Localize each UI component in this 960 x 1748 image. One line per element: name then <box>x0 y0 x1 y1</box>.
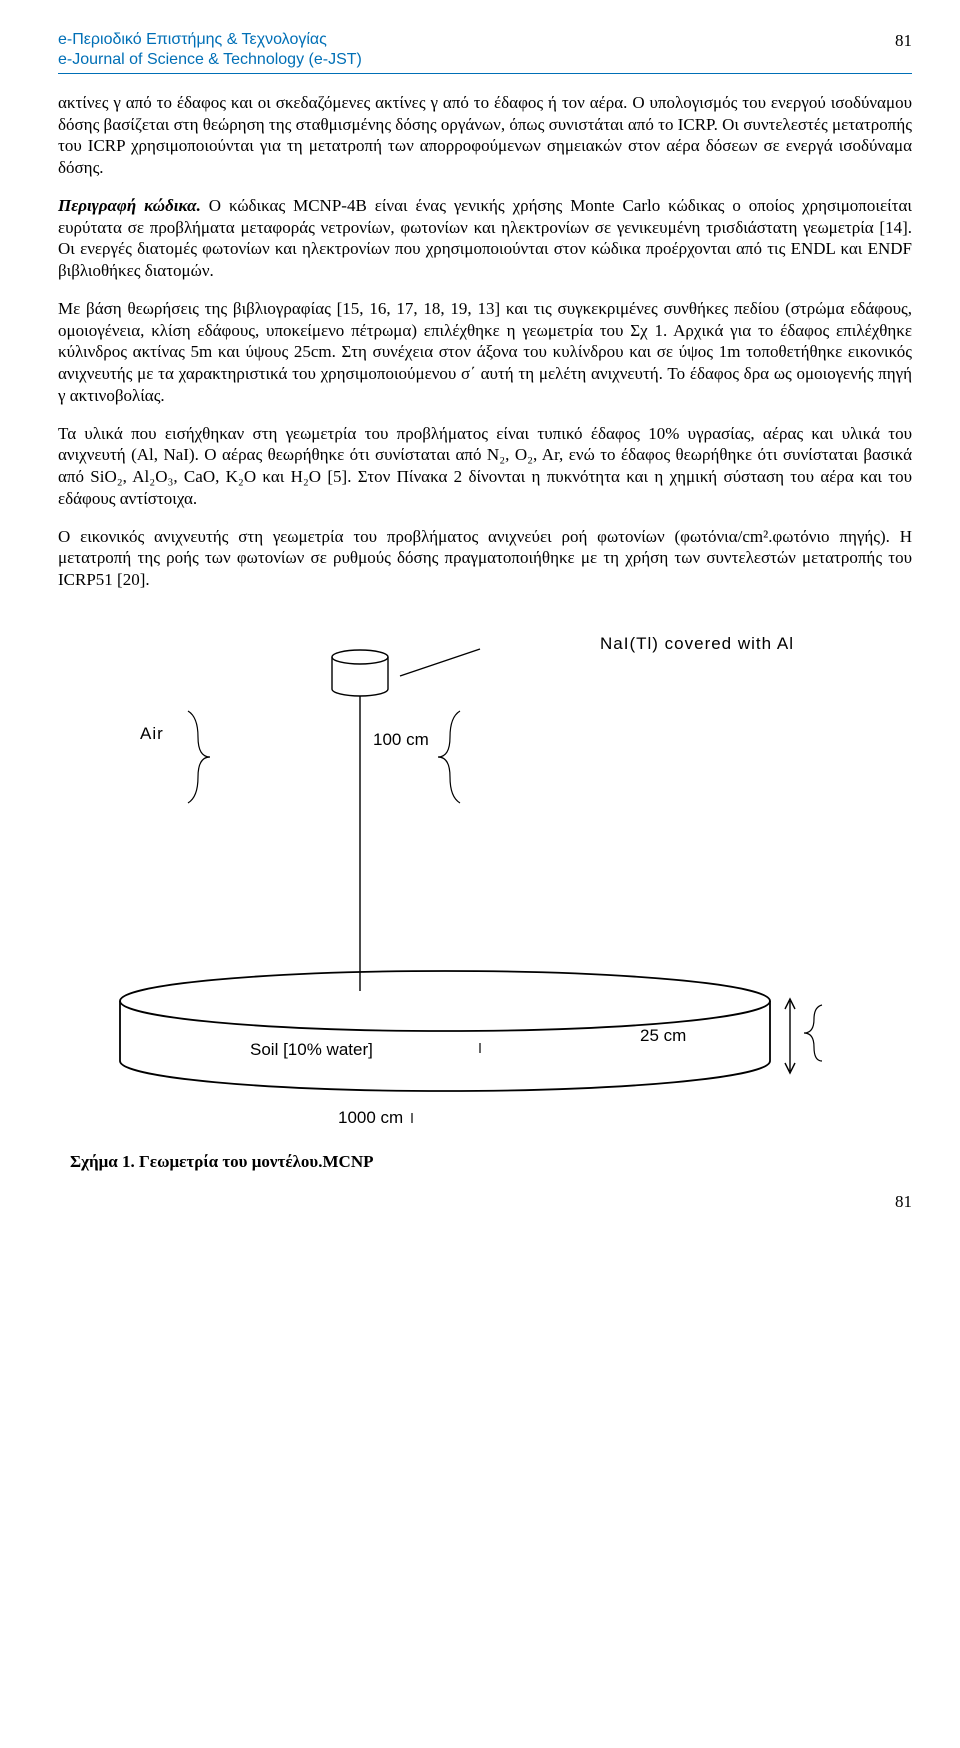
journal-title-gr: e-Περιοδικό Επιστήμης & Τεχνολογίας <box>58 30 875 50</box>
paragraph-3: Με βάση θεωρήσεις της βιβλιογραφίας [15,… <box>58 298 912 407</box>
figure-caption: Σχήμα 1. Γεωμετρία του μοντέλου.MCNP <box>70 1151 374 1173</box>
soil-label: Soil [10% water] <box>250 1039 373 1061</box>
paragraph-2-label: Περιγραφή κώδικα. <box>58 196 201 215</box>
page-header: e-Περιοδικό Επιστήμης & Τεχνολογίας e-Jo… <box>58 30 912 71</box>
paragraph-4: Τα υλικά που εισήχθηκαν στη γεωμετρία το… <box>58 423 912 510</box>
page-number-bottom: 81 <box>58 1191 912 1213</box>
detector-cylinder <box>332 650 388 696</box>
header-divider <box>58 73 912 74</box>
paragraph-5: Ο εικονικός ανιχνευτής στη γεωμετρία του… <box>58 526 912 591</box>
height-label: 100 cm <box>373 729 429 751</box>
air-label: Air <box>140 723 164 745</box>
journal-title-en: e-Journal of Science & Technology (e-JST… <box>58 50 875 70</box>
journal-titles: e-Περιοδικό Επιστήμης & Τεχνολογίας e-Jo… <box>58 30 875 71</box>
paragraph-2: Περιγραφή κώδικα. Ο κώδικας MCNP-4B είνα… <box>58 195 912 282</box>
thickness-brace <box>804 1005 822 1061</box>
figure-1: NaI(Tl) covered with Al Air 100 cm Soil … <box>70 621 900 1181</box>
thickness-label: 25 cm <box>640 1025 686 1047</box>
thickness-arrow <box>785 999 795 1073</box>
page-number-top: 81 <box>875 30 912 52</box>
figure-svg <box>70 621 900 1141</box>
detector-leader-line <box>400 649 480 676</box>
diameter-label: 1000 cm <box>338 1107 403 1129</box>
height-brace <box>438 711 460 803</box>
paragraph-1: ακτίνες γ από το έδαφος και οι σκεδαζόμε… <box>58 92 912 179</box>
detector-label: NaI(Tl) covered with Al <box>600 633 794 655</box>
air-brace <box>188 711 210 803</box>
